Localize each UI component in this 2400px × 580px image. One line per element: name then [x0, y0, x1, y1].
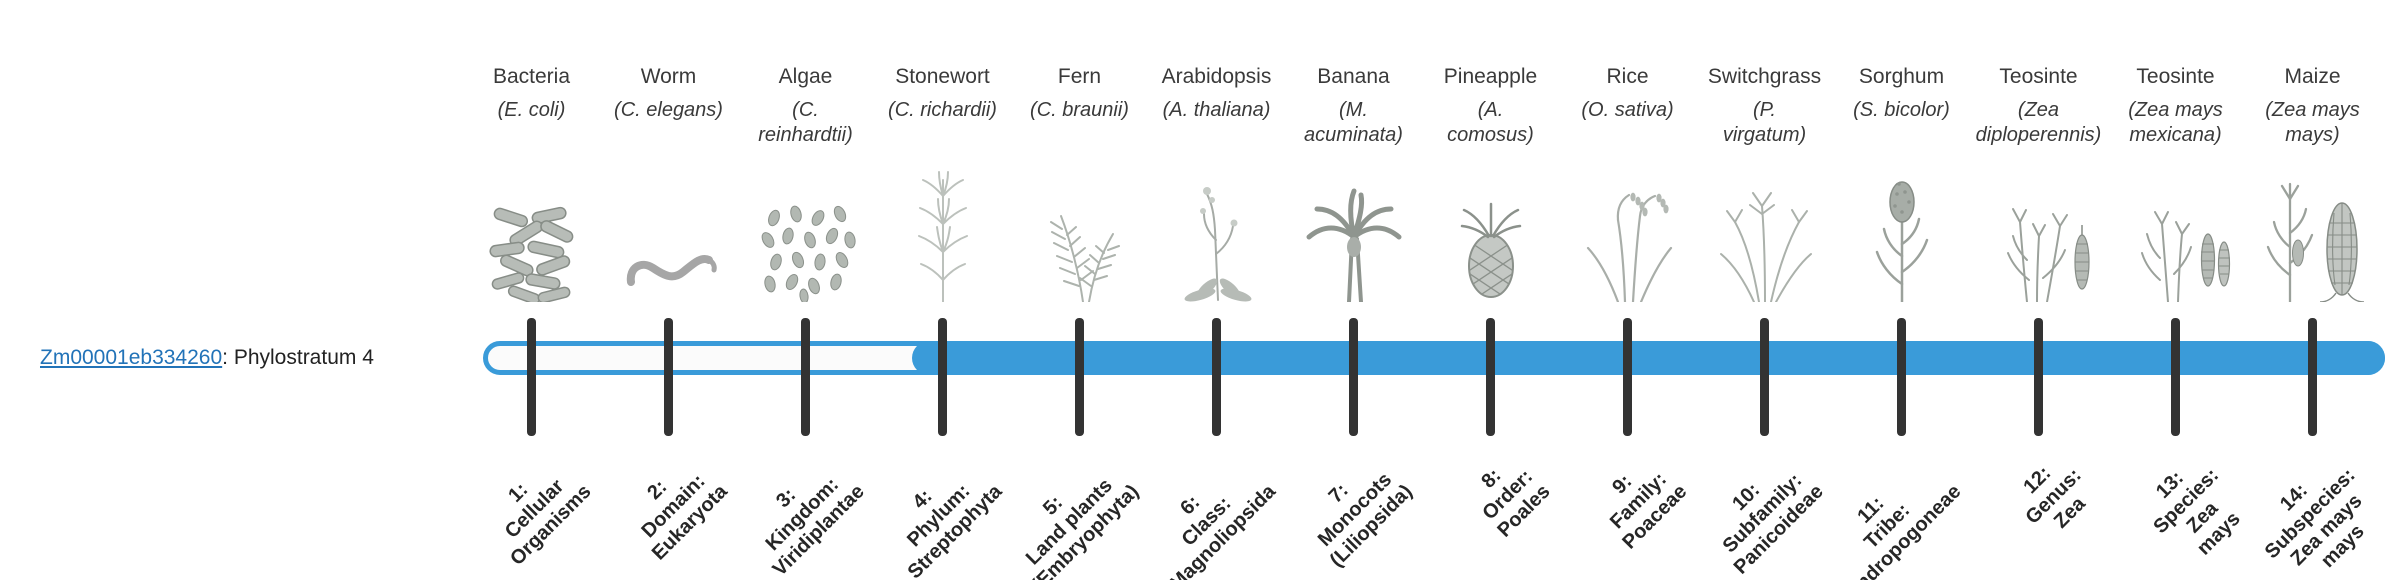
stonewort-illustration — [898, 156, 988, 302]
species-common-name: Fern — [1057, 65, 1102, 88]
phylostratum-tick-5 — [1074, 318, 1084, 436]
gene-label: Zm00001eb334260: Phylostratum 4 — [40, 345, 374, 371]
gene-id-link[interactable]: Zm00001eb334260 — [40, 346, 223, 369]
species-column-bacteria: Bacteria (E. coli) — [463, 64, 600, 302]
species-column-rice: Rice (O. sativa) — [1559, 64, 1696, 302]
species-scientific-name: (Zea mays mays) — [2265, 99, 2360, 146]
species-scientific-name: (S. bicolor) — [1853, 99, 1950, 121]
species-column-algae: Algae (C. reinhardtii) — [737, 64, 874, 302]
rice-illustration — [1573, 156, 1683, 302]
phylostrata-fill-bar — [912, 341, 2385, 375]
species-scientific-name: (C. reinhardtii) — [758, 99, 853, 146]
species-scientific-name: (E. coli) — [497, 99, 566, 121]
species-scientific-name: (A. comosus) — [1447, 99, 1534, 146]
species-common-name: Maize — [2284, 65, 2341, 88]
arabidopsis-illustration — [1162, 156, 1272, 302]
phylostratum-tick-11 — [1896, 318, 1906, 436]
algae-illustration — [756, 156, 856, 302]
banana-illustration — [1293, 156, 1415, 302]
phylostratum-tick-14 — [2307, 318, 2317, 436]
teosinte-mexicana-illustration — [2116, 156, 2236, 302]
species-column-fern: Fern (C. braunii) — [1011, 64, 1148, 302]
species-common-name: Sorghum — [1858, 65, 1945, 88]
species-common-name: Switchgrass — [1707, 65, 1822, 88]
phylostratum-tick-1 — [526, 318, 536, 436]
phylostratum-tick-13 — [2170, 318, 2180, 436]
species-column-arabidopsis: Arabidopsis (A. thaliana) — [1148, 64, 1285, 302]
bacteria-illustration — [482, 156, 582, 302]
species-scientific-name: (C. richardii) — [888, 99, 997, 121]
species-common-name: Teosinte — [1999, 65, 2078, 88]
species-header-row: Bacteria (E. coli) — [463, 64, 2381, 302]
species-scientific-name: (Zea mays mexicana) — [2128, 99, 2223, 146]
species-column-switchgrass: Switchgrass (P. virgatum) — [1696, 64, 1833, 302]
species-common-name: Bacteria — [492, 65, 571, 88]
species-scientific-name: (Zea diploperennis) — [1975, 99, 2102, 146]
species-common-name: Pineapple — [1443, 65, 1538, 88]
phylostratum-tick-9 — [1622, 318, 1632, 436]
phylostratum-tick-4 — [937, 318, 947, 436]
switchgrass-illustration — [1707, 156, 1822, 302]
sorghum-illustration — [1847, 156, 1957, 302]
species-column-teosinte-mexicana: Teosinte (Zea mays mexicana) — [2107, 64, 2244, 302]
worm-illustration — [619, 156, 719, 302]
teosinte-illustration — [1979, 156, 2099, 302]
species-column-teosinte-diploperennis: Teosinte (Zea diploperennis) — [1970, 64, 2107, 302]
species-column-maize: Maize (Zea mays mays) — [2244, 64, 2381, 302]
species-common-name: Banana — [1317, 65, 1390, 88]
species-common-name: Rice — [1606, 65, 1649, 88]
pineapple-illustration — [1436, 156, 1546, 302]
gene-phylostratum-text: : Phylostratum 4 — [222, 346, 374, 369]
species-column-sorghum: Sorghum (S. bicolor) — [1833, 64, 1970, 302]
species-scientific-name: (C. braunii) — [1030, 99, 1129, 121]
species-common-name: Arabidopsis — [1161, 65, 1272, 88]
species-column-stonewort: Stonewort (C. richardii) — [874, 64, 1011, 302]
species-column-banana: Banana (M. acuminata) — [1285, 64, 1422, 302]
species-common-name: Worm — [640, 65, 697, 88]
species-scientific-name: (C. elegans) — [614, 99, 723, 121]
species-column-worm: Worm (C. elegans) — [600, 64, 737, 302]
species-scientific-name: (M. acuminata) — [1304, 99, 1403, 146]
species-scientific-name: (O. sativa) — [1581, 99, 1674, 121]
phylostratum-tick-7 — [1348, 318, 1358, 436]
fern-illustration — [1025, 156, 1135, 302]
species-common-name: Algae — [778, 65, 833, 88]
phylostratum-tick-2 — [663, 318, 673, 436]
phylostratum-tick-3 — [800, 318, 810, 436]
phylostratum-tick-8 — [1485, 318, 1495, 436]
species-scientific-name: (A. thaliana) — [1162, 99, 1271, 121]
species-scientific-name: (P. virgatum) — [1722, 99, 1807, 146]
phylostratum-tick-6 — [1211, 318, 1221, 436]
maize-illustration — [2250, 156, 2375, 302]
phylostratum-tick-10 — [1759, 318, 1769, 436]
species-common-name: Teosinte — [2136, 65, 2215, 88]
species-common-name: Stonewort — [895, 65, 990, 88]
species-column-pineapple: Pineapple (A. comosus) — [1422, 64, 1559, 302]
phylostratum-tick-12 — [2033, 318, 2043, 436]
